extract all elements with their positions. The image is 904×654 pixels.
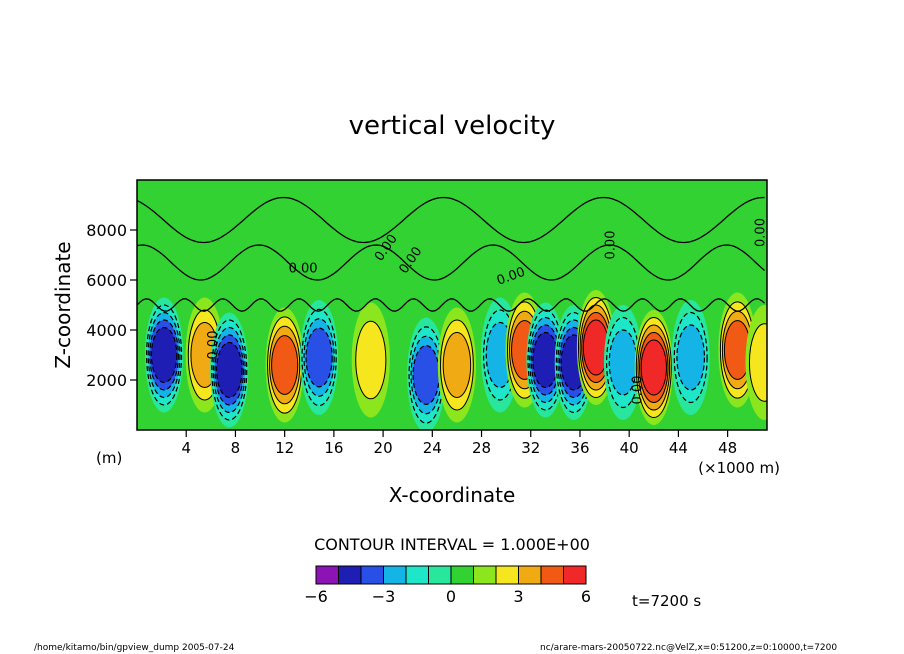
contour-fills: [144, 290, 767, 430]
contour-region: [676, 324, 706, 391]
y-axis-unit: (m): [96, 449, 122, 467]
footer-left-note: /home/kitamo/bin/gpview_dump 2005-07-24: [34, 643, 235, 653]
footer-right-note: nc/arare-mars-20050722.nc@VelZ,x=0:51200…: [540, 643, 837, 653]
colorbar-ticks: −6 −3 0 3 6: [304, 587, 591, 606]
contour-region: [412, 345, 440, 405]
colorbar-tick-label: −6: [304, 587, 328, 606]
contour-region: [442, 332, 472, 398]
contour-region: [271, 335, 299, 395]
x-tick-label: 24: [423, 439, 442, 457]
colorbar-tick-label: 3: [513, 587, 523, 606]
zero-contour-line: [137, 298, 765, 312]
x-tick-label: 48: [718, 439, 737, 457]
x-tick-label: 44: [669, 439, 688, 457]
contour-region: [150, 326, 178, 384]
contour-region: [216, 341, 243, 399]
contour-label: 0.00: [206, 331, 221, 360]
x-tick-label: 28: [472, 439, 491, 457]
colorbar-swatch: [563, 565, 587, 585]
x-tick-label: 32: [521, 439, 540, 457]
colorbar-swatch: [338, 565, 362, 585]
colorbar-swatch: [383, 565, 407, 585]
y-tick-label: 4000: [86, 321, 127, 340]
colorbar-swatch: [315, 565, 339, 585]
x-axis-unit: (×1000 m): [698, 459, 780, 477]
contour-region: [305, 327, 333, 388]
contour-label: 0.00: [630, 376, 645, 405]
x-tick-label: 36: [570, 439, 589, 457]
contour-region: [532, 331, 559, 389]
x-tick-label: 8: [231, 439, 241, 457]
x-tick-label: 4: [181, 439, 191, 457]
chart-title: vertical velocity: [349, 111, 556, 141]
y-tick-label: 8000: [86, 221, 127, 240]
colorbar-swatch: [518, 565, 542, 585]
colorbar-swatch: [473, 565, 497, 585]
contour-label: 0.00: [289, 262, 318, 277]
x-tick-label: 12: [275, 439, 294, 457]
colorbar-swatch: [360, 565, 384, 585]
time-label: t=7200 s: [632, 592, 701, 610]
colorbar-swatch: [450, 565, 474, 585]
colorbar-swatch: [495, 565, 519, 585]
colorbar-swatch: [428, 565, 452, 585]
contour-label: 0.00: [754, 218, 769, 247]
contour-interval: CONTOUR INTERVAL = 1.000E+00: [314, 535, 590, 554]
colorbar: [315, 565, 587, 585]
y-tick-label: 6000: [86, 271, 127, 290]
colorbar-tick-label: 6: [581, 587, 591, 606]
x-tick-label: 40: [620, 439, 639, 457]
contour-label: 0.00: [603, 231, 618, 260]
colorbar-tick-label: −3: [372, 587, 396, 606]
colorbar-tick-label: 0: [446, 587, 456, 606]
x-tick-label: 20: [374, 439, 393, 457]
x-axis-ticks: 4 8 12 16 20 24 28 32 36 40 44 48: [181, 430, 737, 457]
zero-contour-line: [137, 244, 765, 281]
colorbar-swatch: [540, 565, 564, 585]
plot-frame: [136, 179, 768, 431]
y-tick-label: 2000: [86, 371, 127, 390]
x-tick-label: 16: [324, 439, 343, 457]
y-axis-ticks: 2000 4000 6000 8000: [86, 221, 137, 390]
plot-area: [137, 180, 767, 430]
contour-region: [355, 320, 387, 400]
contour-lines: [137, 196, 765, 312]
zero-contour-line: [137, 196, 765, 244]
x-axis-label: X-coordinate: [389, 483, 516, 507]
colorbar-swatch: [405, 565, 429, 585]
contour-region: [748, 323, 767, 402]
y-axis-label: Z-coordinate: [51, 241, 75, 368]
contour-region: [640, 339, 667, 396]
